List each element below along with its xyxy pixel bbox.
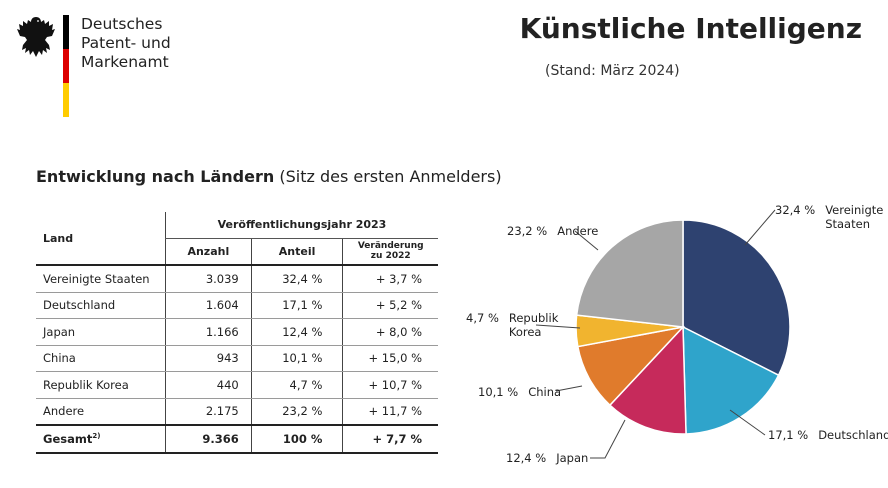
pie-label-name: Republik Korea: [508, 311, 559, 339]
cell-anteil: 17,1 %: [250, 292, 343, 319]
pie-slice-vereinigte-staaten: [682, 219, 791, 377]
cell-anzahl: 2.175: [164, 398, 252, 426]
org-name-line2: Patent- und Markenamt: [81, 34, 171, 71]
flag-gold-stripe: [63, 83, 69, 117]
cell-anzahl: 1.166: [164, 318, 252, 346]
pie-label-percent: 12,4 %: [506, 451, 547, 465]
cell-change: + 5,2 %: [342, 292, 438, 319]
table-row: China 943 10,1 % + 15,0 %: [36, 345, 438, 372]
org-name-line1: Deutsches: [81, 15, 163, 33]
pie-slice-republik-korea: [575, 314, 684, 348]
pie-label-percent: 10,1 %: [478, 385, 519, 399]
pie-label-name: Deutschland: [818, 428, 888, 442]
cell-anzahl: 1.604: [164, 292, 252, 319]
section-heading: Entwicklung nach Ländern (Sitz des erste…: [36, 167, 502, 186]
cell-anzahl: 943: [164, 345, 252, 372]
col-header-anteil: Anteil: [250, 238, 343, 266]
flag-red-stripe: [63, 49, 69, 83]
cell-land: Deutschland: [36, 292, 166, 319]
cell-anzahl: 3.039: [164, 265, 252, 293]
cell-change: + 10,7 %: [342, 371, 438, 399]
status-date: (Stand: März 2024): [545, 63, 680, 79]
pie-label-percent: 32,4 %: [775, 203, 816, 217]
total-footnote: 2): [92, 431, 101, 440]
cell-anteil: 4,7 %: [250, 371, 343, 399]
pie-label: 12,4 % Japan: [506, 451, 588, 465]
cell-total-change: + 7,7 %: [342, 424, 438, 454]
table-total-row: Gesamt2) 9.366 100 % + 7,7 %: [36, 424, 438, 454]
col-header-group: Veröffentlichungsjahr 2023: [164, 212, 438, 239]
cell-anteil: 10,1 %: [250, 345, 343, 372]
cell-anzahl: 440: [164, 371, 252, 399]
pie-label-name: Andere: [557, 224, 599, 238]
country-table: Land Veröffentlichungsjahr 2023 Anzahl A…: [36, 212, 438, 454]
pie-label: 17,1 % Deutschland: [768, 428, 888, 442]
page-title: Künstliche Intelligenz: [519, 12, 862, 45]
pie-slice-japan: [608, 325, 687, 435]
german-flag-bar: [63, 15, 69, 117]
pie-leader-line: [744, 209, 776, 246]
pie-label-name: China: [528, 385, 562, 399]
org-name: Deutsches Patent- und Markenamt: [81, 15, 257, 72]
cell-land: Japan: [36, 318, 166, 346]
cell-total-anteil: 100 %: [250, 424, 343, 454]
table-row: Vereinigte Staaten 3.039 32,4 % + 3,7 %: [36, 265, 438, 293]
cell-land: Andere: [36, 398, 166, 426]
section-heading-normal: (Sitz des ersten Anmelders): [279, 167, 502, 186]
pie-leader-line: [729, 409, 766, 436]
pie-label-percent: 4,7 %: [466, 311, 499, 325]
cell-change: + 8,0 %: [342, 318, 438, 346]
cell-anteil: 32,4 %: [250, 265, 343, 293]
cell-land: Republik Korea: [36, 371, 166, 399]
pie-label-percent: 23,2 %: [507, 224, 548, 238]
section-heading-bold: Entwicklung nach Ländern: [36, 167, 275, 186]
pie-label-name: Japan: [556, 451, 589, 465]
pie-slice-deutschland: [682, 325, 780, 435]
col-header-change-line2: zu 2022: [370, 251, 411, 262]
table-row: Deutschland 1.604 17,1 % + 5,2 %: [36, 292, 438, 319]
cell-anteil: 23,2 %: [250, 398, 343, 426]
pie-label: 23,2 % Andere: [507, 224, 598, 238]
cell-total-anzahl: 9.366: [164, 424, 252, 454]
cell-change: + 15,0 %: [342, 345, 438, 372]
pie-label-name: Vereinigte Staaten: [825, 203, 884, 231]
cell-total-land: Gesamt2): [36, 424, 166, 454]
col-header-change: Veränderung zu 2022: [342, 238, 438, 266]
federal-eagle-icon: [17, 17, 55, 57]
pie-slice-china: [576, 325, 686, 407]
cell-anteil: 12,4 %: [250, 318, 343, 346]
table-row: Japan 1.166 12,4 % + 8,0 %: [36, 318, 438, 346]
flag-black-stripe: [63, 15, 69, 49]
cell-land: China: [36, 345, 166, 372]
pie-leader-line: [590, 419, 626, 459]
total-label: Gesamt: [43, 431, 93, 446]
col-header-land: Land: [36, 212, 166, 266]
col-header-anzahl: Anzahl: [164, 238, 252, 266]
table-row: Andere 2.175 23,2 % + 11,7 %: [36, 398, 438, 426]
table-row: Republik Korea 440 4,7 % + 10,7 %: [36, 371, 438, 399]
pie-label: 4,7 % Republik Korea: [466, 311, 558, 339]
cell-land: Vereinigte Staaten: [36, 265, 166, 293]
cell-change: + 11,7 %: [342, 398, 438, 426]
pie-label: 32,4 % Vereinigte Staaten: [775, 203, 883, 231]
dpma-logo: Deutsches Patent- und Markenamt: [17, 15, 257, 117]
cell-change: + 3,7 %: [342, 265, 438, 293]
pie-label-percent: 17,1 %: [768, 428, 809, 442]
col-header-change-line1: Veränderung: [357, 241, 424, 252]
pie-label: 10,1 % China: [478, 385, 561, 399]
